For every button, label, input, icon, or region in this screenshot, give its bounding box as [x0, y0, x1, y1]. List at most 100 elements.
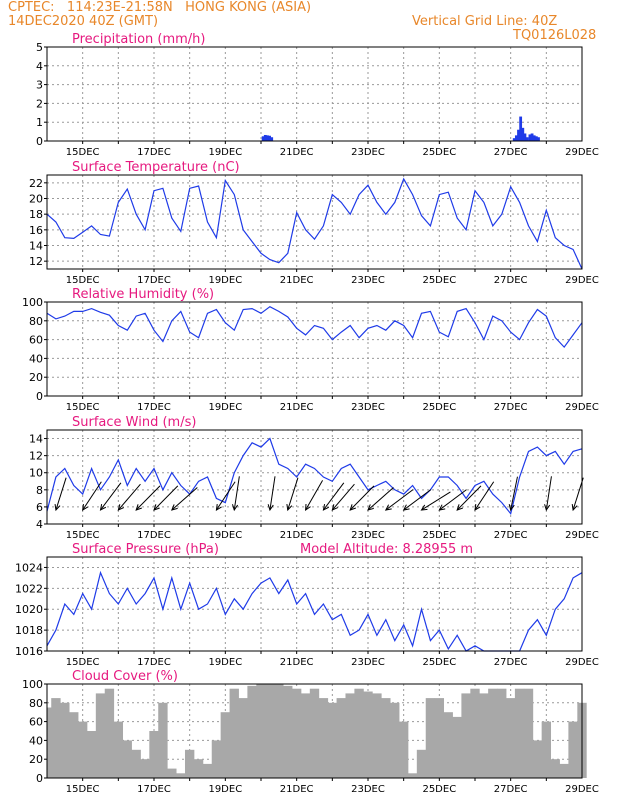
wind-vector-head — [402, 504, 410, 511]
cloud-cover-bar — [95, 693, 106, 778]
precip-bar — [537, 137, 540, 141]
cloud-cover-xtick-label: 23DEC — [351, 784, 385, 795]
wind-vector-head — [117, 504, 125, 511]
cloud-cover-bar — [193, 759, 204, 778]
wind-vector — [323, 482, 345, 511]
temperature-xtick-label: 21DEC — [280, 275, 314, 286]
cloud-cover-ytick-label: 20 — [29, 753, 43, 766]
precip-bar — [530, 133, 534, 141]
wind-vector-head — [456, 504, 463, 511]
pressure-xtick-label: 19DEC — [208, 657, 242, 668]
cloud-cover-bar — [381, 698, 391, 778]
cloud-cover-bar — [559, 763, 569, 778]
wind-vector-head — [438, 504, 446, 511]
humidity-ytick-label: 80 — [29, 315, 43, 328]
wind-xtick-label: 21DEC — [280, 530, 314, 541]
cloud-cover-bar — [220, 712, 231, 778]
precip-bar — [519, 116, 523, 141]
temperature-ytick-label: 16 — [29, 224, 43, 237]
wind-ytick-label: 14 — [29, 433, 43, 446]
wind-vector-head — [82, 503, 89, 511]
precipitation-panel: 0 1 2 3 4 5 15DEC 17DEC 19DEC 21DEC 23DEC 25DEC 27DE… — [36, 32, 599, 158]
cloud-cover-ytick-label: 0 — [36, 772, 43, 785]
pressure-xtick-label: 27DEC — [494, 657, 528, 668]
wind-vector — [367, 487, 394, 511]
cloud-cover-ytick-label: 80 — [29, 697, 43, 710]
precipitation-ytick-label: 0 — [36, 135, 43, 148]
header-date: 14DEC2020 40Z (GMT) — [8, 14, 159, 29]
humidity-title: Relative Humidity (%) — [72, 287, 214, 302]
cloud-cover-bar — [345, 693, 355, 778]
wind-vector-head — [153, 504, 160, 511]
precipitation-xtick-label: 29DEC — [565, 147, 599, 158]
cloud-cover-bar — [336, 698, 346, 778]
cloud-cover-bar — [363, 691, 373, 778]
temperature-xtick-label: 23DEC — [351, 275, 385, 286]
temperature-title: Surface Temperature (nC) — [72, 160, 240, 175]
cloud-cover-bar — [354, 688, 364, 778]
pressure-xtick-label: 29DEC — [565, 657, 599, 668]
cloud-cover-bar — [229, 688, 239, 778]
precipitation-frame — [46, 46, 583, 142]
wind-ytick-label: 12 — [29, 450, 43, 463]
temperature-xtick-label: 27DEC — [494, 275, 528, 286]
temperature-frame — [46, 174, 583, 270]
wind-vector-head — [170, 504, 178, 511]
wind-vector-head — [286, 503, 293, 512]
wind-vector-head — [215, 503, 222, 511]
cloud-cover-bar — [514, 688, 525, 778]
pressure-ytick-label: 1022 — [15, 582, 43, 595]
cloud-cover-xtick-label: 27DEC — [494, 784, 528, 795]
wind-xtick-label: 17DEC — [137, 530, 171, 541]
precip-bar — [532, 135, 536, 141]
wind-vector — [135, 485, 161, 511]
temperature-ytick-label: 22 — [29, 177, 43, 190]
cloud-cover-ytick-label: 40 — [29, 734, 43, 747]
temperature-ytick-label: 20 — [29, 193, 43, 206]
humidity-ytick-label: 60 — [29, 334, 43, 347]
cloud-cover-panel: 0 20 40 60 80 100 15DEC 17DEC 19DEC 21DEC 23DEC 25D… — [22, 669, 599, 795]
cloud-cover-bar — [77, 721, 88, 778]
wind-xtick-label: 29DEC — [565, 530, 599, 541]
cloud-cover-bar — [283, 685, 293, 778]
cloud-cover-bar — [211, 740, 222, 778]
humidity-xtick-label: 15DEC — [66, 402, 100, 413]
temperature-xtick-label: 19DEC — [208, 275, 242, 286]
wind-vector — [331, 483, 355, 511]
wind-vector — [456, 485, 482, 511]
wind-vector — [153, 485, 179, 511]
wind-vector-head — [367, 504, 374, 511]
wind-vector — [171, 487, 198, 511]
pressure-xtick-label: 17DEC — [137, 657, 171, 668]
cloud-cover-xtick-label: 29DEC — [565, 784, 599, 795]
precipitation-xtick-label: 27DEC — [494, 147, 528, 158]
cloud-cover-frame — [46, 683, 583, 779]
precipitation-xtick-label: 23DEC — [351, 147, 385, 158]
wind-vector — [287, 477, 299, 511]
cloud-cover-bar — [407, 773, 418, 778]
cloud-cover-bar — [247, 685, 257, 778]
wind-vector — [215, 481, 236, 511]
wind-vector — [385, 489, 414, 511]
cloud-cover-bar — [158, 702, 168, 778]
wind-frame — [46, 429, 583, 525]
header-station: CPTEC: 114:23E-21:58N HONG KONG (ASIA) — [8, 0, 312, 15]
humidity-panel: 0 20 40 60 80 100 15DEC 17DEC 19DEC 21DEC 23DEC 25D… — [22, 287, 599, 413]
precip-bar — [261, 136, 265, 141]
wind-vector — [82, 481, 102, 511]
wind-vector — [439, 489, 467, 511]
humidity-xtick-label: 19DEC — [208, 402, 242, 413]
wind-vector — [510, 476, 518, 511]
cloud-cover-bar — [202, 763, 213, 778]
wind-vector — [474, 481, 495, 511]
cloud-cover-bar — [434, 698, 445, 778]
cloud-cover-bar — [497, 688, 507, 778]
cloud-cover-xtick-label: 19DEC — [208, 784, 242, 795]
wind-xtick-label: 19DEC — [208, 530, 242, 541]
pressure-line — [46, 570, 583, 652]
wind-ytick-label: 4 — [36, 518, 43, 531]
wind-xtick-label: 25DEC — [422, 530, 456, 541]
pressure-xtick-label: 23DEC — [351, 657, 385, 668]
temperature-xtick-label: 29DEC — [565, 275, 599, 286]
cloud-cover-bar — [131, 749, 141, 778]
